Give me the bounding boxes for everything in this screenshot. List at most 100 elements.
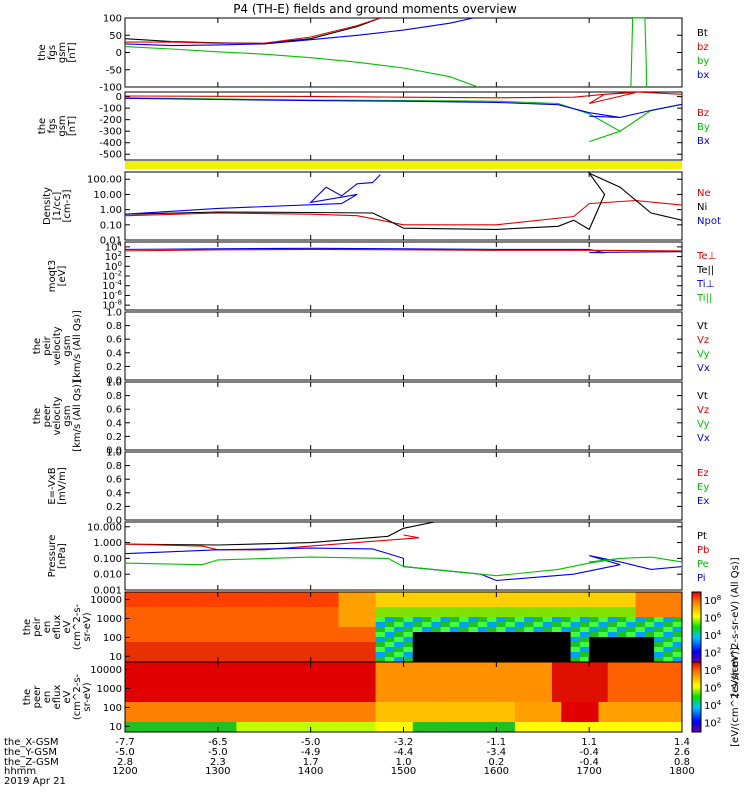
heat-cell bbox=[505, 692, 516, 698]
heat-cell bbox=[487, 612, 497, 618]
heat-cell bbox=[533, 667, 544, 673]
heat-cell bbox=[663, 727, 674, 732]
heat-cell bbox=[152, 602, 163, 608]
heat-cell bbox=[217, 702, 228, 708]
heat-cell bbox=[264, 622, 275, 628]
xaxis-value-x: -7.7 bbox=[115, 737, 135, 748]
heat-cell bbox=[384, 692, 395, 698]
y-label-line: [cm-3] bbox=[62, 189, 73, 222]
heat-cell bbox=[236, 612, 247, 618]
heat-cell bbox=[143, 657, 154, 662]
heat-cell bbox=[579, 592, 590, 598]
heat-cell bbox=[375, 657, 386, 662]
heat-cell bbox=[412, 707, 423, 713]
heat-cell bbox=[449, 617, 460, 623]
heat-cell bbox=[533, 592, 544, 598]
heat-cell bbox=[496, 642, 507, 648]
heat-cell bbox=[208, 637, 219, 643]
heat-cell bbox=[208, 697, 219, 703]
heat-cell bbox=[282, 617, 293, 623]
heat-cell bbox=[644, 642, 655, 648]
heat-cell bbox=[542, 682, 553, 688]
heat-cell bbox=[190, 717, 200, 723]
series-line-pb bbox=[125, 534, 420, 551]
heat-cell bbox=[533, 642, 544, 648]
heat-cell bbox=[134, 617, 145, 623]
heat-cell bbox=[589, 707, 600, 713]
heat-cell bbox=[143, 722, 154, 728]
heat-cell bbox=[570, 662, 581, 668]
heat-cell bbox=[431, 632, 442, 638]
heat-cell bbox=[412, 682, 423, 688]
heat-cell bbox=[542, 647, 553, 653]
heat-cell bbox=[459, 592, 470, 598]
heat-cell bbox=[589, 702, 600, 708]
heat-cell bbox=[514, 687, 525, 693]
heat-cell bbox=[579, 617, 590, 623]
heat-cell bbox=[487, 592, 497, 598]
heat-cell bbox=[672, 637, 682, 643]
heat-cell bbox=[347, 617, 358, 623]
heat-cell bbox=[292, 717, 302, 723]
heat-cell bbox=[579, 657, 590, 662]
series-line-ti bbox=[125, 247, 682, 254]
heat-cell bbox=[617, 717, 627, 723]
heat-cell bbox=[505, 722, 516, 728]
heat-cell bbox=[338, 627, 349, 633]
heat-cell bbox=[125, 617, 135, 623]
heat-cell bbox=[152, 687, 163, 693]
heat-cell bbox=[626, 592, 637, 598]
heat-cell bbox=[134, 627, 145, 633]
heat-cell bbox=[190, 662, 200, 668]
heat-cell bbox=[635, 687, 646, 693]
heat-cell bbox=[227, 677, 237, 683]
heat-cell bbox=[477, 657, 488, 662]
heat-cell bbox=[422, 667, 432, 673]
heat-cell bbox=[477, 697, 488, 703]
y-tick-label: -200 bbox=[99, 115, 122, 126]
y-label-line: sr-eV) bbox=[82, 612, 93, 641]
heat-cell bbox=[626, 667, 637, 673]
heat-cell bbox=[654, 727, 664, 732]
heat-cell bbox=[570, 722, 581, 728]
y-label-line: gsm bbox=[57, 42, 68, 63]
heat-cell bbox=[180, 712, 191, 718]
heat-cell bbox=[487, 677, 497, 683]
heat-cell bbox=[152, 697, 163, 703]
heat-cell bbox=[579, 642, 590, 648]
heat-cell bbox=[589, 677, 600, 683]
heat-cell bbox=[635, 627, 646, 633]
heat-cell bbox=[449, 662, 460, 668]
heat-cell bbox=[617, 712, 627, 718]
heat-cell bbox=[496, 597, 507, 603]
heat-cell bbox=[579, 632, 590, 638]
heat-cell bbox=[449, 707, 460, 713]
heat-cell bbox=[422, 662, 432, 668]
heat-cell bbox=[366, 682, 377, 688]
heat-cell bbox=[245, 622, 256, 628]
heat-cell bbox=[403, 697, 414, 703]
heat-cell bbox=[617, 722, 627, 728]
heat-cell bbox=[626, 677, 637, 683]
heat-cell bbox=[338, 667, 349, 673]
heat-cell bbox=[190, 617, 200, 623]
heat-cell bbox=[431, 702, 442, 708]
legend-entry: Ey bbox=[697, 482, 710, 493]
heat-cell bbox=[366, 692, 377, 698]
heat-cell bbox=[672, 592, 682, 598]
heat-cell bbox=[264, 677, 275, 683]
heat-cell bbox=[347, 717, 358, 723]
heat-cell bbox=[384, 702, 395, 708]
heat-cell bbox=[561, 627, 572, 633]
heat-cell bbox=[644, 682, 655, 688]
heat-cell bbox=[598, 622, 609, 628]
heat-cell bbox=[561, 712, 572, 718]
heat-cell bbox=[552, 697, 562, 703]
heat-cell bbox=[589, 647, 600, 653]
heat-cell bbox=[236, 647, 247, 653]
heat-cell bbox=[375, 647, 386, 653]
heat-cell bbox=[403, 597, 414, 603]
heat-cell bbox=[384, 637, 395, 643]
series-line-bx bbox=[125, 97, 682, 118]
y-label-line: en bbox=[42, 691, 53, 704]
